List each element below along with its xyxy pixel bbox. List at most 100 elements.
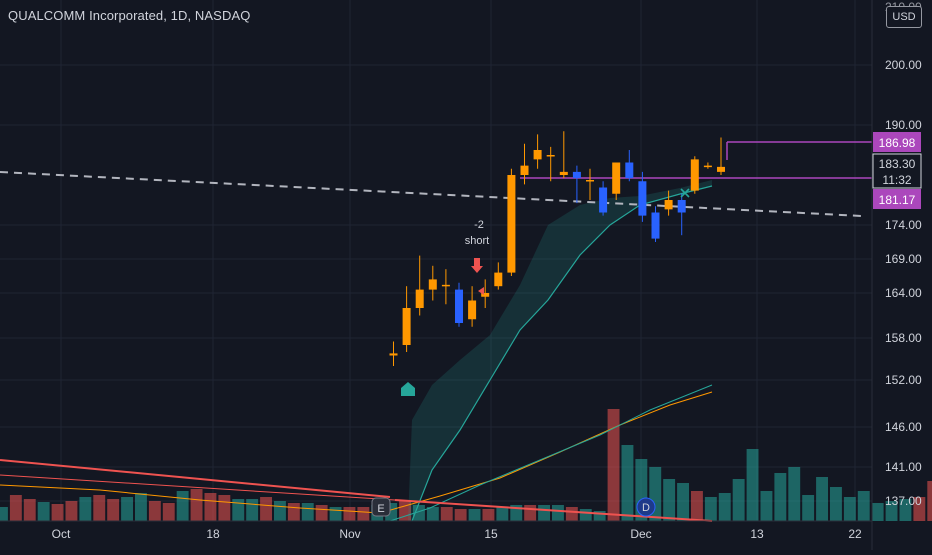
candle-body xyxy=(481,293,490,297)
volume-bar xyxy=(0,507,8,521)
candle[interactable] xyxy=(468,286,477,327)
long-entry-icon xyxy=(401,382,415,396)
candle-body xyxy=(690,159,699,191)
volume-bar xyxy=(649,467,662,521)
volume-bar xyxy=(121,497,133,521)
volume-bar xyxy=(691,491,703,521)
volume-bar xyxy=(232,499,245,521)
candle[interactable] xyxy=(625,150,634,182)
red-trend-line-thin xyxy=(0,474,396,501)
volume-bar xyxy=(426,507,439,521)
volume-bar xyxy=(746,449,759,521)
x-tick-label: 22 xyxy=(848,527,862,541)
volume-bar xyxy=(704,497,717,521)
volume-bar xyxy=(79,497,92,521)
candle-body xyxy=(402,308,411,345)
currency-button[interactable]: USD xyxy=(886,6,922,28)
volume-bar xyxy=(37,502,50,521)
candle[interactable] xyxy=(546,146,555,182)
candle[interactable] xyxy=(415,255,424,316)
y-tick-label: 164.00 xyxy=(885,286,922,300)
candle[interactable] xyxy=(559,131,568,179)
y-tick-label: 200.00 xyxy=(885,58,922,72)
volume-bar xyxy=(885,501,898,521)
candle[interactable] xyxy=(599,181,608,216)
candle[interactable] xyxy=(572,165,581,204)
candle[interactable] xyxy=(520,143,529,185)
candle[interactable] xyxy=(612,162,621,201)
y-tick-label: 141.00 xyxy=(885,460,922,474)
candle[interactable] xyxy=(428,265,437,301)
candle-body xyxy=(717,166,725,172)
volume-bar xyxy=(329,507,342,521)
candle[interactable] xyxy=(481,279,490,308)
volume-bar xyxy=(218,495,231,521)
candle-body xyxy=(559,171,568,175)
candle-body xyxy=(441,284,450,287)
candle[interactable] xyxy=(441,269,450,305)
volume-bar xyxy=(51,504,64,521)
candle[interactable] xyxy=(586,168,594,200)
dividend-marker-circle xyxy=(636,497,656,517)
volume-bar xyxy=(774,473,787,521)
candle[interactable] xyxy=(664,190,673,216)
candle[interactable] xyxy=(717,137,725,176)
price-badge-label: 186.98 xyxy=(879,136,916,150)
volume-bar xyxy=(190,489,203,521)
candle-body xyxy=(612,162,621,194)
candle-body xyxy=(625,162,634,179)
volume-bar xyxy=(802,495,815,521)
earnings-marker-box xyxy=(371,497,391,517)
candle-body xyxy=(533,150,542,160)
candle-body xyxy=(507,175,516,273)
short-arrow-icon xyxy=(471,258,483,273)
x-tick-label: 15 xyxy=(484,527,498,541)
grid-lines xyxy=(0,0,872,521)
volume-bar xyxy=(857,491,870,521)
candle-body xyxy=(415,289,424,308)
candle[interactable] xyxy=(507,168,516,276)
moving-average-green xyxy=(389,384,713,522)
earnings-marker-icon: E xyxy=(371,497,391,517)
current-price-badge-bg xyxy=(872,153,922,189)
candle[interactable] xyxy=(533,134,542,169)
x-tick-label: 13 xyxy=(750,527,764,541)
volume-bar xyxy=(301,503,314,521)
dividend-marker-letter: D xyxy=(642,502,650,514)
candle[interactable] xyxy=(402,286,411,352)
volume-bar xyxy=(718,493,731,521)
candle[interactable] xyxy=(638,171,647,222)
y-tick-label: 137.00 xyxy=(885,494,922,508)
candle[interactable] xyxy=(677,193,686,236)
volume-bar xyxy=(621,445,634,521)
candle[interactable] xyxy=(703,162,712,169)
volume-bar xyxy=(65,501,78,521)
chart-title: QUALCOMM Incorporated, 1D, NASDAQ xyxy=(8,8,250,23)
volume-bar xyxy=(9,495,22,521)
volume-bar xyxy=(816,477,828,521)
volume-bar xyxy=(830,487,842,521)
volume-bar xyxy=(107,499,120,521)
candles[interactable] xyxy=(389,131,726,367)
price-badge-label: 181.17 xyxy=(879,193,916,207)
candle[interactable] xyxy=(651,206,660,242)
volume-bar xyxy=(538,505,550,521)
volume-bar xyxy=(274,501,286,521)
volume-bar xyxy=(927,481,932,521)
volume-bar xyxy=(871,503,884,521)
volume-bar xyxy=(607,409,620,521)
candle[interactable] xyxy=(494,262,503,290)
signal-annotation-label: short xyxy=(465,235,489,247)
x-tick-label: Oct xyxy=(52,527,71,541)
candle[interactable] xyxy=(455,282,463,327)
candle[interactable] xyxy=(389,341,398,367)
signal-annotation-value: -2 xyxy=(474,219,484,231)
volume-bar xyxy=(315,505,328,521)
volume-bar xyxy=(496,507,509,521)
earnings-marker-letter: E xyxy=(377,503,384,515)
y-tick-label: 152.00 xyxy=(885,373,922,387)
candle[interactable] xyxy=(690,156,699,194)
